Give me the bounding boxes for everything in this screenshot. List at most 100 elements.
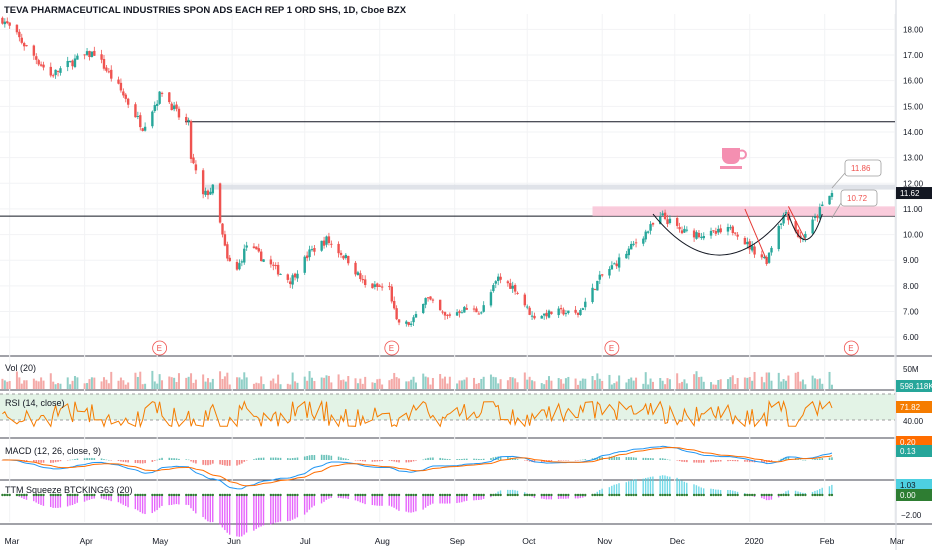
squeeze-dot <box>482 493 485 497</box>
squeeze-dot <box>765 493 768 497</box>
squeeze-dot <box>276 493 280 497</box>
squeeze-dot <box>782 493 785 497</box>
candle-body <box>110 69 113 79</box>
earnings-label: E <box>389 344 394 353</box>
squeeze-pane-label[interactable]: TTM Squeeze BTCKING63 (20) <box>5 485 133 495</box>
macd-histogram-bar <box>613 456 616 460</box>
chart-title: TEVA PHARMACEUTICAL INDUSTRIES SPON ADS … <box>4 5 407 16</box>
volume-bar <box>289 384 292 389</box>
macd-histogram-bar <box>717 460 720 462</box>
candle-body <box>646 231 650 233</box>
last-rsi-badge-bg <box>896 401 932 413</box>
candle-body <box>642 238 645 244</box>
volume-bar <box>816 379 819 389</box>
squeeze-bar <box>647 477 649 495</box>
squeeze-dot <box>272 493 275 497</box>
candle-body <box>634 242 638 244</box>
squeeze-dot <box>262 493 265 497</box>
volume-bar <box>262 384 265 389</box>
squeeze-bar <box>407 495 410 513</box>
squeeze-dot <box>412 493 415 497</box>
candle-body <box>325 236 328 245</box>
squeeze-bar <box>497 491 499 495</box>
volume-bar <box>547 376 550 389</box>
volume-bar <box>221 378 224 389</box>
squeeze-bar <box>345 495 347 499</box>
candle-body <box>695 232 698 239</box>
macd-pane-label[interactable]: MACD (12, 26, close, 9) <box>5 446 102 456</box>
macd-histogram-bar <box>577 460 579 461</box>
candle-body <box>361 279 364 281</box>
volume-bar <box>398 378 401 389</box>
squeeze-dot <box>625 493 628 497</box>
macd-histogram-bar <box>395 460 398 463</box>
macd-histogram-bar <box>108 459 110 461</box>
squeeze-bar <box>108 495 110 501</box>
candle-body <box>20 37 23 43</box>
macd-histogram-bar <box>364 460 366 462</box>
volume-bar <box>785 380 788 389</box>
volume-bar <box>444 376 446 389</box>
squeeze-bar <box>770 495 773 500</box>
squeeze-dot <box>567 493 570 497</box>
volume-bar <box>615 381 618 389</box>
macd-histogram-bar <box>209 460 212 465</box>
volume-bar <box>439 374 442 389</box>
earnings-label: E <box>848 344 853 353</box>
squeeze-dot <box>175 493 178 497</box>
macd-histogram-bar <box>429 457 432 460</box>
month-label: Jun <box>227 536 241 546</box>
squeeze-bar <box>20 495 23 498</box>
squeeze-dot <box>192 493 195 497</box>
squeeze-dot <box>712 493 715 497</box>
volume-bar <box>243 372 246 389</box>
squeeze-dot <box>22 493 26 497</box>
squeeze-bar <box>635 479 637 495</box>
rsi-pane-label[interactable]: RSI (14, close) <box>5 398 65 408</box>
candle-body <box>668 218 672 224</box>
candle-body <box>257 248 260 252</box>
candle-body <box>223 234 227 246</box>
volume-bar <box>93 377 96 389</box>
volume-pane-label[interactable]: Vol (20) <box>5 363 37 373</box>
candle-body <box>303 256 306 273</box>
squeeze-dot <box>337 493 340 497</box>
macd-histogram-bar <box>424 458 427 460</box>
macd-histogram-bar <box>478 458 480 460</box>
squeeze-bar <box>683 481 686 495</box>
volume-bar <box>412 376 415 389</box>
squeeze-bar <box>100 495 103 499</box>
candle-body <box>18 31 21 38</box>
macd-histogram-bar <box>746 460 749 462</box>
candle-body <box>66 60 69 68</box>
candle-body <box>726 227 730 232</box>
volume-bar <box>768 372 771 389</box>
macd-histogram-bar <box>228 460 231 466</box>
volume-bar <box>712 384 715 389</box>
candle-body <box>443 312 447 316</box>
volume-bar <box>342 379 345 389</box>
macd-histogram-bar <box>243 460 246 462</box>
candle-body <box>697 232 701 238</box>
macd-histogram-bar <box>475 458 478 460</box>
red-trend-line <box>744 208 768 261</box>
candle-body <box>712 230 715 232</box>
squeeze-dot <box>615 493 618 497</box>
volume-bar <box>252 383 255 389</box>
squeeze-dot <box>830 493 834 497</box>
squeeze-bar <box>543 495 545 499</box>
candle-body <box>276 264 280 275</box>
macd-histogram-bar <box>410 460 412 463</box>
volume-bar <box>286 383 289 389</box>
macd-histogram-bar <box>819 458 821 460</box>
candle-body <box>777 225 780 250</box>
squeeze-bar <box>787 490 790 495</box>
squeeze-bar <box>608 487 611 495</box>
squeeze-dot <box>709 493 713 497</box>
squeeze-bar <box>613 484 615 495</box>
squeeze-dot <box>252 493 256 497</box>
volume-bar <box>223 376 226 389</box>
macd-histogram-bar <box>666 459 669 460</box>
volume-bar <box>743 377 746 389</box>
